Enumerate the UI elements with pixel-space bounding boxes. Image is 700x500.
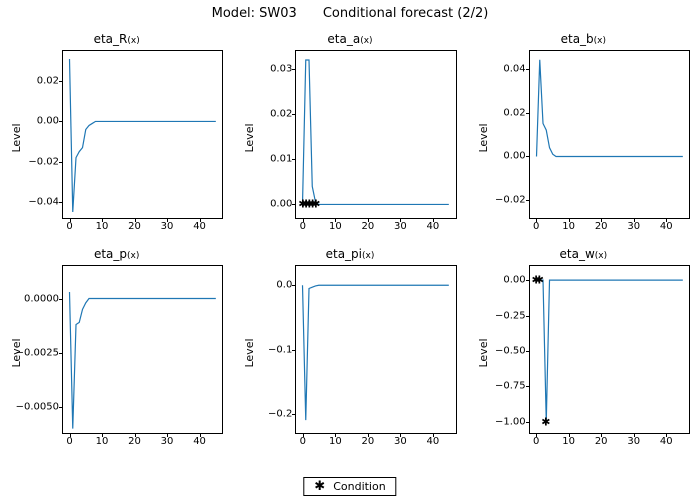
ytick-label: 0.0000 (24, 293, 59, 304)
axes: −0.04−0.020.000.02010203040 (62, 50, 223, 219)
plot-area (63, 266, 222, 433)
ytick-label: −0.0050 (16, 401, 59, 412)
xtick-label: 10 (329, 221, 342, 232)
xtick-label: 0 (300, 436, 306, 447)
xtick-label: 30 (627, 221, 640, 232)
panel-title: eta_w(x) (467, 247, 700, 261)
ytick-label: 0.00 (37, 116, 59, 127)
series-line (536, 280, 682, 422)
ytick-label: −0.75 (495, 381, 526, 392)
xtick-label: 30 (161, 436, 174, 447)
subplot-1: eta_a(x) Level 0.000.010.020.03010203040✱✱… (233, 30, 466, 245)
legend: ✱ Condition (303, 477, 396, 496)
xtick-label: 20 (128, 221, 141, 232)
xtick-label: 10 (96, 221, 109, 232)
xtick-label: 40 (193, 436, 206, 447)
panel-title: eta_p(x) (0, 247, 233, 261)
panel-title: eta_pi(x) (233, 247, 466, 261)
plot-area (530, 266, 689, 433)
xtick-label: 20 (595, 221, 608, 232)
xtick-label: 40 (193, 221, 206, 232)
plot-area (63, 51, 222, 218)
xtick-label: 30 (627, 436, 640, 447)
legend-label: Condition (333, 480, 386, 493)
xtick-label: 30 (394, 436, 407, 447)
xtick-label: 20 (361, 436, 374, 447)
condition-marker-icon: ✱ (311, 199, 320, 210)
y-axis-label: Level (243, 123, 256, 152)
xtick-label: 0 (66, 221, 72, 232)
panel-title: eta_a(x) (233, 32, 466, 46)
xtick-label: 40 (660, 436, 673, 447)
xtick-label: 0 (300, 221, 306, 232)
xtick-label: 30 (394, 221, 407, 232)
subplot-0: eta_R(x)Level−0.04−0.020.000.02010203040 (0, 30, 233, 245)
subplot-grid: eta_R(x)Level−0.04−0.020.000.02010203040… (0, 30, 700, 460)
ytick-label: −0.02 (495, 195, 526, 206)
xtick-label: 20 (361, 221, 374, 232)
xtick-label: 40 (660, 221, 673, 232)
ytick-label: 0.02 (503, 107, 525, 118)
ytick-label: 0.0 (276, 280, 292, 291)
condition-marker-icon: ✱ (535, 275, 544, 286)
ytick-label: −0.02 (28, 156, 59, 167)
ytick-label: 0.02 (270, 109, 292, 120)
series-line (70, 59, 216, 212)
plot-area (296, 266, 455, 433)
legend-marker-icon: ✱ (314, 480, 325, 493)
ytick-label: −0.2 (268, 408, 292, 419)
ytick-label: −0.50 (495, 345, 526, 356)
xtick-label: 20 (595, 436, 608, 447)
xtick-label: 40 (427, 436, 440, 447)
y-axis-label: Level (243, 338, 256, 367)
ytick-label: 0.04 (503, 63, 525, 74)
series-line (303, 285, 449, 420)
subplot-5: eta_w(x) Level −1.00 −0.75 −0.50 −0.25 0.00 0 10… (467, 245, 700, 460)
xtick-label: 20 (128, 436, 141, 447)
condition-marker-icon: ✱ (541, 416, 550, 427)
ytick-label: 0.00 (270, 199, 292, 210)
ytick-label: −1.00 (495, 416, 526, 427)
ytick-label: −0.25 (495, 310, 526, 321)
ytick-label: 0.00 (503, 151, 525, 162)
plot-area (296, 51, 455, 218)
ytick-label: 0.00 (503, 275, 525, 286)
subplot-2: eta_b(x)Level−0.020.000.020.04010203040 (467, 30, 700, 245)
xtick-label: 10 (329, 436, 342, 447)
ytick-label: −0.04 (28, 196, 59, 207)
y-axis-label: Level (10, 123, 23, 152)
subplot-3: eta_p(x)Level−0.0050−0.00250.00000102030… (0, 245, 233, 460)
plot-area (530, 51, 689, 218)
ytick-label: 0.03 (270, 64, 292, 75)
y-axis-label: Level (477, 338, 490, 367)
xtick-label: 10 (562, 436, 575, 447)
y-axis-label: Level (477, 123, 490, 152)
ytick-label: 0.01 (270, 154, 292, 165)
series-line (303, 60, 449, 204)
ytick-label: −0.1 (268, 344, 292, 355)
xtick-label: 0 (533, 221, 539, 232)
xtick-label: 0 (533, 436, 539, 447)
xtick-label: 40 (427, 221, 440, 232)
series-line (70, 292, 216, 429)
xtick-label: 10 (562, 221, 575, 232)
figure: Model: SW03 Conditional forecast (2/2) e… (0, 0, 700, 500)
axes: −0.020.000.020.04010203040 (529, 50, 690, 219)
xtick-label: 10 (96, 436, 109, 447)
series-line (536, 60, 682, 157)
xtick-label: 30 (161, 221, 174, 232)
ytick-label: −0.0025 (16, 347, 59, 358)
axes: −1.00−0.75−0.50−0.250.00010203040✱✱✱ (529, 265, 690, 434)
xtick-label: 0 (66, 436, 72, 447)
subplot-4: eta_pi(x)Level−0.2−0.10.0010203040 (233, 245, 466, 460)
panel-title: eta_b(x) (467, 32, 700, 46)
figure-title: Model: SW03 Conditional forecast (2/2) (0, 6, 700, 21)
panel-title: eta_R(x) (0, 32, 233, 46)
ytick-label: 0.02 (37, 76, 59, 87)
axes: −0.0050−0.00250.0000010203040 (62, 265, 223, 434)
axes: 0.000.010.020.03010203040✱✱✱✱✱ (295, 50, 456, 219)
axes: −0.2−0.10.0010203040 (295, 265, 456, 434)
